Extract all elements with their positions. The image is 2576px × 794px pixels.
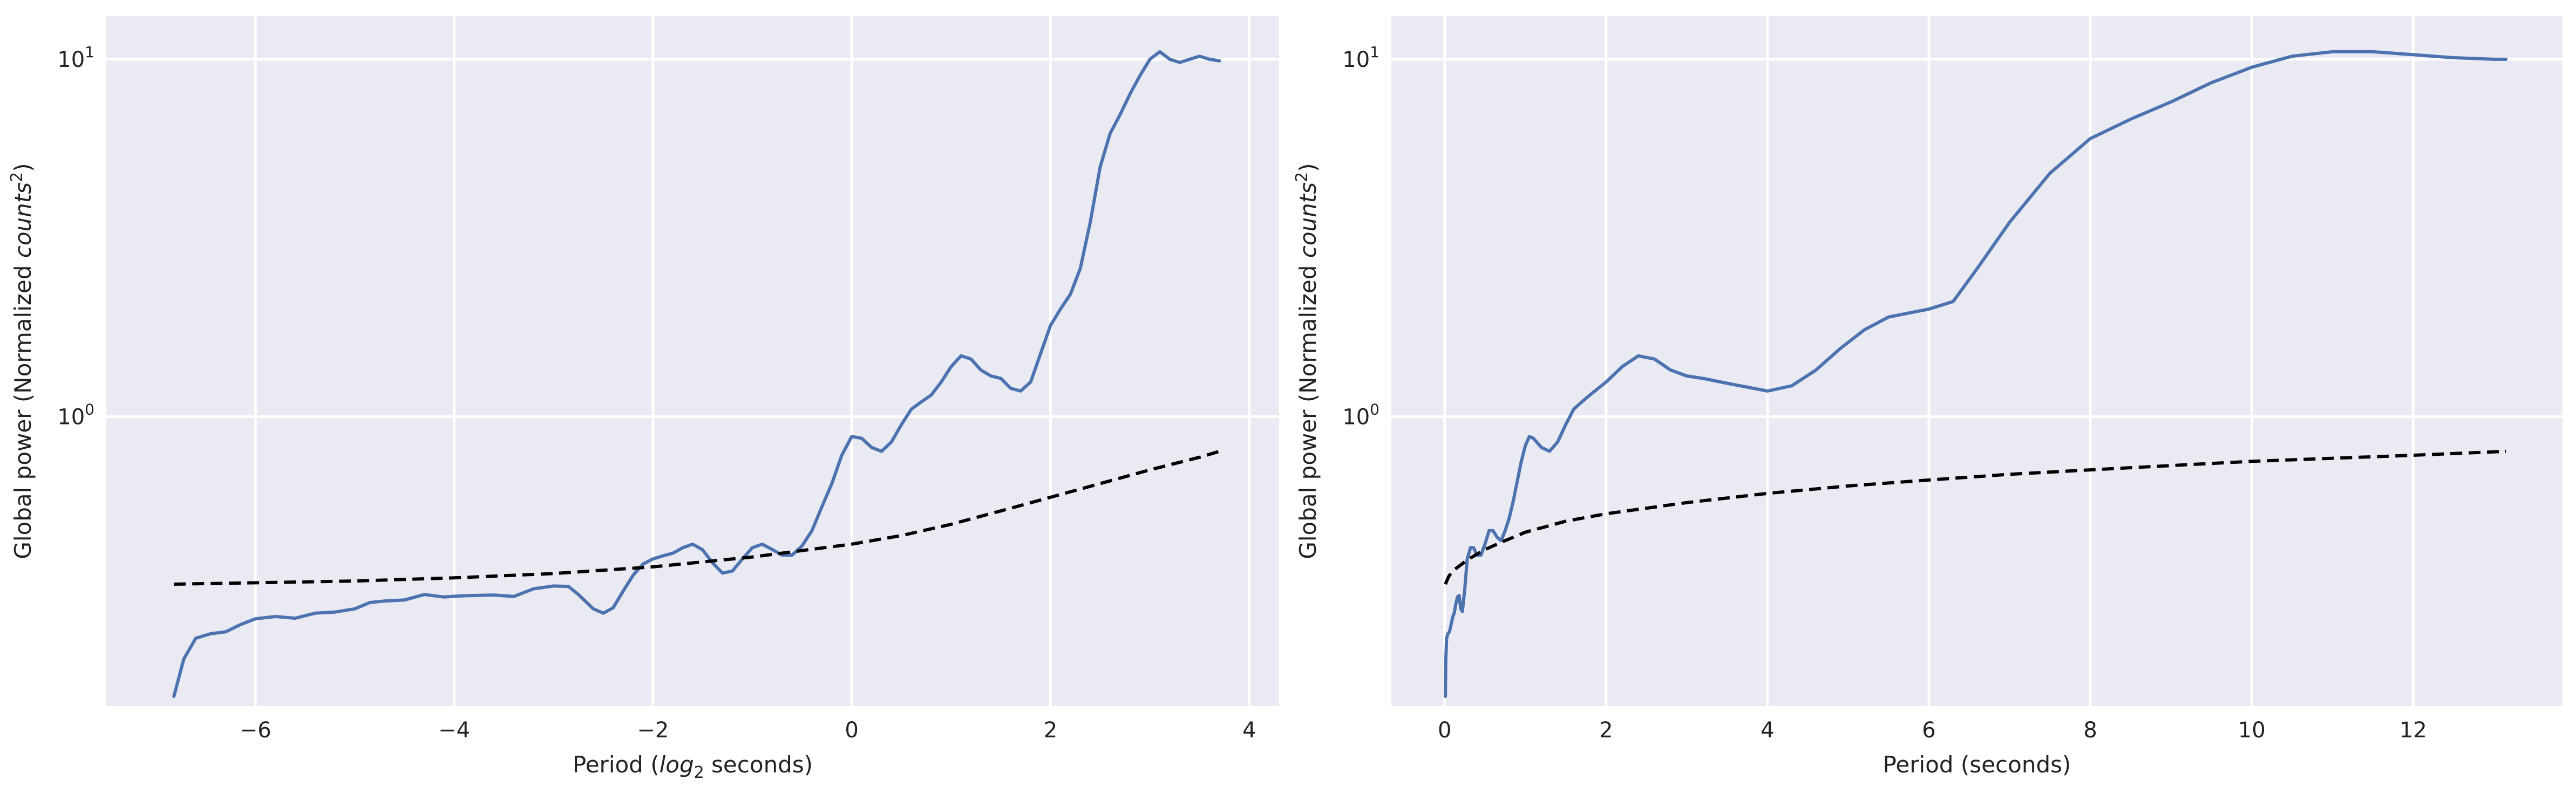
right-series bbox=[1444, 50, 2508, 698]
right-x-tick-label: 12 bbox=[2400, 718, 2427, 743]
left-dashed-reference-line bbox=[174, 449, 1220, 586]
left-y-tick-label: 101 bbox=[57, 43, 94, 72]
left-plot-area bbox=[106, 16, 1279, 706]
right-y-axis-label: Global power (Normalized counts2) bbox=[1293, 163, 1321, 559]
right-x-tick-labels: 0 2 4 6 8 10 12 bbox=[1438, 718, 2427, 743]
left-x-tick-label: 2 bbox=[1044, 718, 1057, 743]
left-x-tick-label: 4 bbox=[1242, 718, 1256, 743]
right-x-tick-label: 0 bbox=[1438, 718, 1451, 743]
right-chart: 0 2 4 6 8 10 12 101 100 Period (seconds) Global… bbox=[1293, 16, 2563, 778]
right-x-tick-label: 4 bbox=[1761, 718, 1774, 743]
left-x-tick-labels: −6 −4 −2 0 2 4 bbox=[240, 718, 1256, 743]
left-y-tick-labels: 101 100 bbox=[57, 43, 94, 430]
right-x-tick-label: 2 bbox=[1599, 718, 1613, 743]
left-series bbox=[172, 50, 1221, 698]
right-dashed-reference-line bbox=[1444, 449, 2506, 585]
left-x-axis-label: Period (log2 seconds) bbox=[573, 751, 813, 782]
left-x-tick-label: 0 bbox=[845, 718, 858, 743]
left-x-tick-label: −6 bbox=[240, 718, 271, 743]
left-y-axis-label: Global power (Normalized counts2) bbox=[8, 163, 36, 559]
right-y-tick-labels: 101 100 bbox=[1342, 43, 1379, 430]
right-power-spectrum-line bbox=[1444, 50, 2508, 698]
left-x-tick-label: −4 bbox=[438, 718, 470, 743]
left-x-tick-label: −2 bbox=[637, 718, 669, 743]
right-x-tick-label: 10 bbox=[2238, 718, 2266, 743]
left-gridlines bbox=[106, 16, 1279, 706]
right-gridlines bbox=[1391, 16, 2563, 706]
right-y-tick-label: 100 bbox=[1342, 401, 1379, 430]
left-chart: −6 −4 −2 0 2 4 101 100 Period (log2 seconds) G… bbox=[8, 16, 1279, 782]
right-y-tick-label: 101 bbox=[1342, 43, 1379, 72]
right-x-tick-label: 8 bbox=[2083, 718, 2097, 743]
left-power-spectrum-line bbox=[172, 50, 1221, 698]
right-plot-area bbox=[1391, 16, 2563, 706]
right-x-axis-label: Period (seconds) bbox=[1883, 751, 2071, 778]
left-y-tick-label: 100 bbox=[57, 401, 94, 430]
right-x-tick-label: 6 bbox=[1922, 718, 1935, 743]
